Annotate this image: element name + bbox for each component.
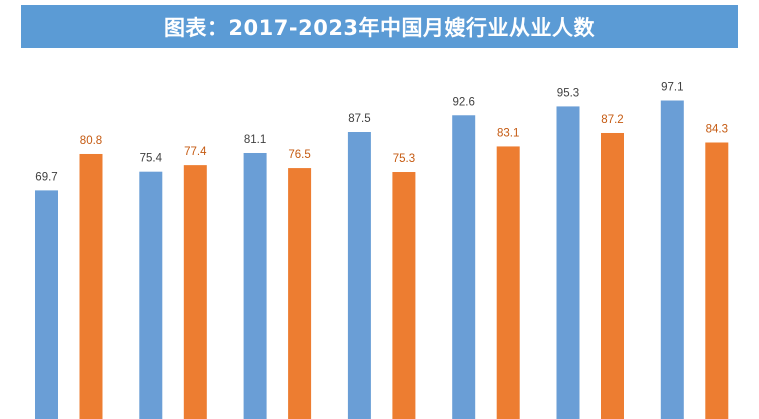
bar-series2-6 xyxy=(601,132,624,419)
bar-series1-3 xyxy=(243,152,267,419)
bar-series1-5 xyxy=(452,115,476,419)
bar-series2-7 xyxy=(705,142,729,419)
bar-series2-5 xyxy=(496,146,520,419)
data-label-series2-2: 77.4 xyxy=(184,146,207,158)
bar-series1-1 xyxy=(35,190,58,419)
data-label-series1-1: 69.7 xyxy=(35,171,57,183)
bar-series2-2 xyxy=(183,165,207,419)
bar-series1-2 xyxy=(139,171,163,419)
bar-series1-7 xyxy=(660,100,684,419)
data-label-series2-1: 80.8 xyxy=(80,135,102,147)
chart-title-bar: 图表：2017-2023年中国月嫂行业从业人数 xyxy=(21,5,738,48)
bar-series2-1 xyxy=(79,153,103,419)
bar-series1-4 xyxy=(347,132,371,419)
data-label-series2-5: 83.1 xyxy=(497,127,519,139)
data-label-series2-7: 84.3 xyxy=(706,123,728,135)
data-label-series2-3: 76.5 xyxy=(288,149,310,161)
data-label-series1-7: 97.1 xyxy=(661,82,683,94)
data-label-series1-4: 87.5 xyxy=(348,113,370,125)
data-label-series1-5: 92.6 xyxy=(453,96,475,108)
data-label-series2-6: 87.2 xyxy=(601,114,623,126)
bar-series1-6 xyxy=(556,106,580,419)
data-label-series2-4: 75.3 xyxy=(393,153,415,165)
bar-series2-3 xyxy=(288,168,312,419)
chart-title: 图表：2017-2023年中国月嫂行业从业人数 xyxy=(163,15,596,40)
data-label-series1-3: 81.1 xyxy=(244,134,266,146)
data-label-series1-2: 75.4 xyxy=(140,153,163,165)
bar-series2-4 xyxy=(392,172,416,419)
data-label-series1-6: 95.3 xyxy=(557,87,579,99)
